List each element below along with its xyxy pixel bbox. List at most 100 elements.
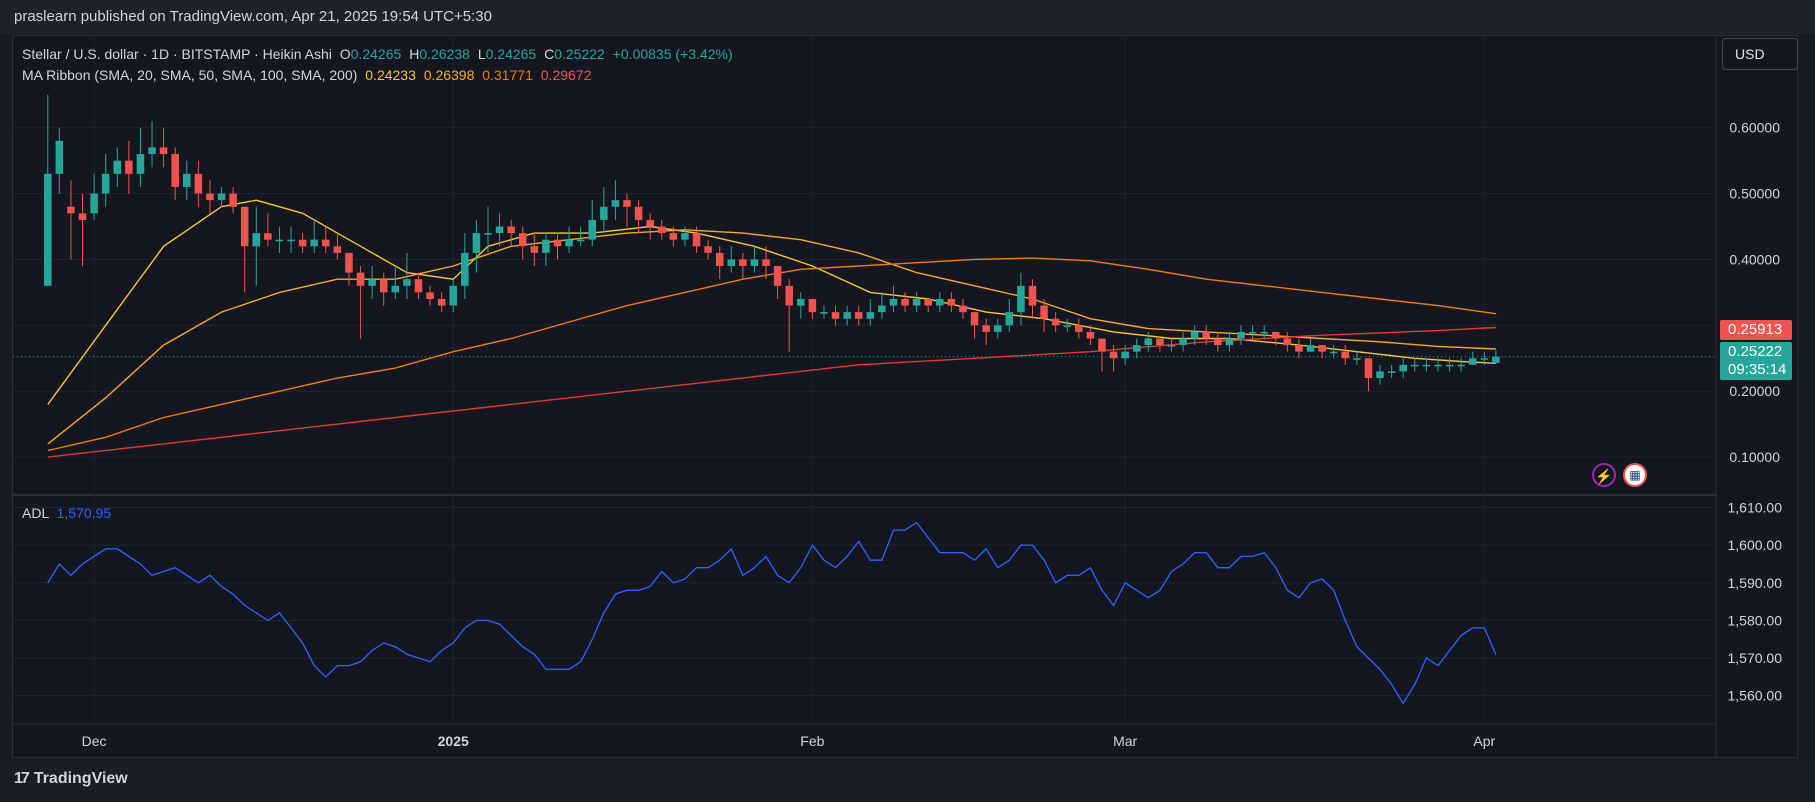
- candle-body: [1306, 345, 1315, 352]
- candle-body: [1364, 358, 1373, 379]
- candle-body: [298, 239, 307, 247]
- tradingview-logo-icon: 17: [14, 770, 30, 787]
- candle-body: [912, 298, 921, 306]
- candle-body: [1132, 345, 1141, 352]
- candle-body: [1156, 338, 1164, 346]
- time-tick-label: 2025: [438, 733, 469, 749]
- us-flag-icon[interactable]: ▦: [1623, 463, 1647, 487]
- price-pane: [13, 94, 1716, 458]
- adl-line: [47, 521, 1497, 705]
- candle-body: [437, 298, 446, 306]
- candle-body: [646, 219, 654, 227]
- candle-body: [854, 312, 863, 319]
- candle-body: [878, 305, 886, 313]
- adl-tick-label: 1,580.00: [1728, 612, 1783, 628]
- adl-tick-label: 1,570.00: [1728, 650, 1783, 666]
- candle-body: [901, 298, 909, 306]
- candle-body: [148, 147, 156, 155]
- high-label: H: [409, 46, 420, 62]
- candle-body: [101, 173, 110, 194]
- grid-lines: [13, 36, 1717, 757]
- adl-tick-label: 1,600.00: [1728, 537, 1783, 553]
- candle-body: [379, 279, 388, 293]
- candle-body: [889, 298, 898, 306]
- brand-name: TradingView: [33, 770, 128, 787]
- candle-body: [831, 312, 840, 319]
- candle-body: [78, 213, 87, 220]
- change-value: +0.00835 (+3.42%): [612, 46, 733, 62]
- footer-bar: [0, 760, 1815, 802]
- candle-body: [472, 233, 481, 253]
- currency-button[interactable]: USD: [1722, 38, 1798, 70]
- ma-ribbon-title: MA Ribbon (SMA, 20, SMA, 50, SMA, 100, S…: [22, 67, 358, 83]
- adl-legend[interactable]: ADL 1,570.95: [22, 505, 111, 521]
- candle-body: [495, 226, 504, 234]
- candle-body: [843, 312, 851, 319]
- candle-body: [750, 259, 759, 267]
- candle-body: [1214, 338, 1222, 346]
- last-price-tag: 0.25222 09:35:14: [1720, 342, 1792, 380]
- chart-frame[interactable]: [12, 35, 1798, 758]
- candle-body: [414, 279, 423, 293]
- ma-line-sma-200: [47, 326, 1496, 458]
- candle-body: [310, 239, 318, 247]
- candle-body: [993, 325, 1002, 332]
- candle-body: [1492, 356, 1500, 364]
- candle-body: [1202, 331, 1211, 339]
- candle-body: [484, 233, 492, 235]
- candle-body: [773, 266, 782, 286]
- close-label: C: [544, 46, 555, 62]
- candle-body: [1457, 364, 1465, 367]
- ma-line-sma-20: [47, 199, 1496, 405]
- ma200-value: 0.29672: [540, 67, 592, 83]
- candle-body: [136, 154, 145, 174]
- publish-header: praslearn published on TradingView.com, …: [0, 0, 1815, 34]
- candle-body: [970, 312, 979, 326]
- candle-body: [739, 259, 747, 267]
- lightning-icon[interactable]: ⚡: [1592, 463, 1616, 487]
- adl-tick-label: 1,590.00: [1728, 575, 1783, 591]
- ma-ribbon-legend[interactable]: MA Ribbon (SMA, 20, SMA, 50, SMA, 100, S…: [22, 67, 591, 83]
- candle-body: [206, 193, 214, 201]
- time-tick-label: Mar: [1113, 733, 1137, 749]
- tradingview-logo[interactable]: 17 TradingView: [14, 770, 128, 788]
- candle-body: [183, 173, 191, 187]
- candle-body: [1179, 338, 1187, 346]
- candle-body: [542, 239, 550, 253]
- candle-body: [936, 298, 944, 306]
- open-label: O: [339, 46, 351, 62]
- symbol-legend[interactable]: Stellar / U.S. dollar · 1D · BITSTAMP · …: [22, 46, 733, 62]
- ma-line-sma-50: [47, 229, 1496, 445]
- candle-body: [368, 279, 376, 286]
- candle-body: [1353, 358, 1361, 360]
- candle-body: [1051, 318, 1060, 326]
- candle-body: [669, 233, 678, 240]
- candle-body: [426, 292, 434, 299]
- candle-body: [1434, 364, 1442, 367]
- adl-tick-label: 1,610.00: [1728, 500, 1783, 516]
- candle-body: [356, 272, 365, 286]
- candle-body: [518, 233, 527, 247]
- time-tick-label: Feb: [800, 733, 824, 749]
- candle-body: [1109, 351, 1118, 359]
- candle-body: [947, 298, 956, 306]
- candle-body: [1005, 312, 1014, 326]
- candle-body: [275, 239, 284, 242]
- publish-line: praslearn published on TradingView.com, …: [14, 8, 492, 25]
- low-value: 0.24265: [485, 46, 537, 62]
- price-tick-label: 0.40000: [1729, 251, 1780, 267]
- time-tick-label: Dec: [82, 733, 107, 749]
- candle-body: [1086, 331, 1095, 339]
- candle-body: [704, 246, 712, 253]
- price-tick-label: 0.60000: [1729, 120, 1780, 136]
- candle-body: [1040, 305, 1048, 319]
- candle-body: [727, 259, 736, 267]
- candle-body: [507, 226, 515, 234]
- candle-body: [785, 285, 793, 306]
- time-tick-label: Apr: [1473, 733, 1495, 749]
- candle-body: [1272, 331, 1280, 339]
- ma50-value: 0.26398: [423, 67, 475, 83]
- candle-body: [322, 239, 330, 247]
- candle-body: [820, 312, 828, 314]
